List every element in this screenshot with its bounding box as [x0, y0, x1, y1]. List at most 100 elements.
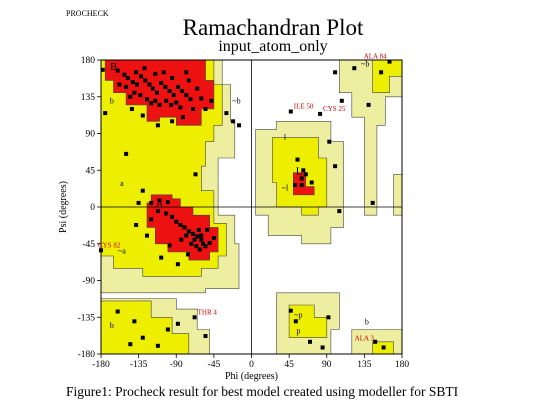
residue-point	[197, 247, 202, 252]
residue-point	[178, 105, 183, 110]
region-letters: Bb ~b Aa ~a Ll ~l ~b b ~p p b	[110, 60, 370, 336]
residue-point	[196, 227, 201, 232]
residue-point	[140, 113, 145, 118]
residue-point	[192, 237, 197, 242]
residue-point	[143, 78, 148, 83]
residue-point	[149, 200, 154, 205]
residue-point	[191, 107, 195, 111]
residue-point	[150, 86, 155, 91]
residue-point	[180, 89, 185, 93]
residue-point	[174, 219, 179, 224]
residue-point	[153, 71, 158, 76]
residue-label: ALA 3	[355, 334, 375, 342]
residue-point	[211, 236, 216, 240]
residue-point	[170, 214, 175, 219]
residue-point	[209, 98, 214, 103]
axes: -180 -135 -90 -45 0 45 90 135 180 -180 -135 -90 -45 0…	[58, 56, 409, 382]
residue-point	[171, 93, 176, 98]
generous-region-right-edge	[393, 174, 403, 216]
residue-point	[293, 319, 298, 324]
residue-point	[175, 262, 180, 267]
residue-point	[205, 227, 210, 232]
y-tick-label: -90	[82, 277, 95, 287]
x-tick-label: 45	[284, 360, 294, 370]
residue-point	[320, 345, 325, 350]
residue-point	[352, 66, 357, 71]
residue-point	[132, 319, 137, 324]
y-axis-title: Psi (degrees)	[58, 181, 69, 233]
y-tick-label: -180	[78, 350, 96, 360]
residue-point	[180, 115, 185, 120]
region-letter: A	[156, 198, 164, 210]
residue-point	[135, 82, 139, 87]
residue-point	[117, 82, 122, 87]
residue-point	[175, 321, 180, 326]
x-tick-label: -135	[130, 360, 148, 370]
residue-point	[186, 78, 191, 83]
residue-point	[293, 183, 297, 187]
procheck-label: PROCHECK	[66, 9, 109, 18]
residue-point	[155, 209, 160, 214]
residue-point	[161, 70, 166, 75]
residue-point	[157, 198, 162, 203]
residue-point	[327, 139, 332, 144]
residue-point	[136, 200, 141, 205]
residue-point	[155, 123, 160, 128]
residue-point	[203, 107, 208, 111]
residue-point	[203, 244, 208, 249]
region-letter: b	[110, 96, 114, 105]
residue-point	[366, 102, 371, 107]
residue-point	[147, 82, 152, 87]
residue-point	[318, 111, 323, 116]
residue-point	[337, 209, 342, 214]
residue-point	[295, 157, 300, 162]
residue-point	[155, 90, 159, 95]
residue-point	[142, 66, 147, 71]
residue-point	[99, 248, 103, 253]
x-axis-title: Phi (degrees)	[225, 371, 278, 382]
residue-point	[145, 97, 149, 102]
region-letter: b	[110, 321, 114, 330]
residue-point	[288, 109, 293, 114]
residue-point	[373, 339, 378, 344]
region-letter: l	[284, 133, 287, 142]
residue-point	[199, 233, 204, 238]
residue-point	[139, 74, 144, 79]
region-letter: ~b	[232, 96, 240, 105]
residue-point	[194, 244, 199, 249]
residue-point	[134, 70, 139, 75]
residue-point	[103, 111, 108, 116]
residue-point	[138, 93, 143, 98]
residue-point	[164, 98, 169, 103]
residue-point	[128, 342, 133, 347]
x-tick-label: 180	[395, 360, 410, 370]
residue-point	[163, 84, 168, 89]
region-letter: ~b	[361, 60, 369, 69]
core-region-beta	[104, 59, 215, 126]
chart-subtitle: input_atom_only	[218, 38, 328, 55]
residue-point	[174, 100, 179, 105]
residue-point	[224, 111, 229, 116]
region-letter: B	[110, 61, 117, 73]
residue-point	[134, 223, 139, 227]
residue-point	[186, 252, 190, 257]
residue-point	[125, 76, 130, 80]
residue-point	[379, 70, 384, 75]
residue-point	[195, 234, 200, 239]
core-region-alpha	[146, 194, 219, 261]
residue-point	[186, 229, 191, 234]
residue-point	[381, 345, 386, 350]
residue-point	[309, 180, 314, 185]
x-tick-label: 135	[357, 360, 372, 370]
residue-point	[231, 119, 236, 124]
residue-label: THR 4	[198, 308, 218, 316]
residue-point	[203, 334, 208, 338]
residue-point	[188, 97, 193, 102]
residue-point	[159, 255, 164, 260]
residue-point	[387, 59, 392, 64]
residue-point	[299, 183, 304, 187]
residue-labels: ALA 84 ILE 50 CYS 25 CYS 82 THR 4 ALA 3	[98, 53, 387, 343]
region-letter: ~p	[294, 310, 302, 319]
y-tick-label: -135	[78, 313, 96, 323]
residue-point	[288, 308, 293, 313]
